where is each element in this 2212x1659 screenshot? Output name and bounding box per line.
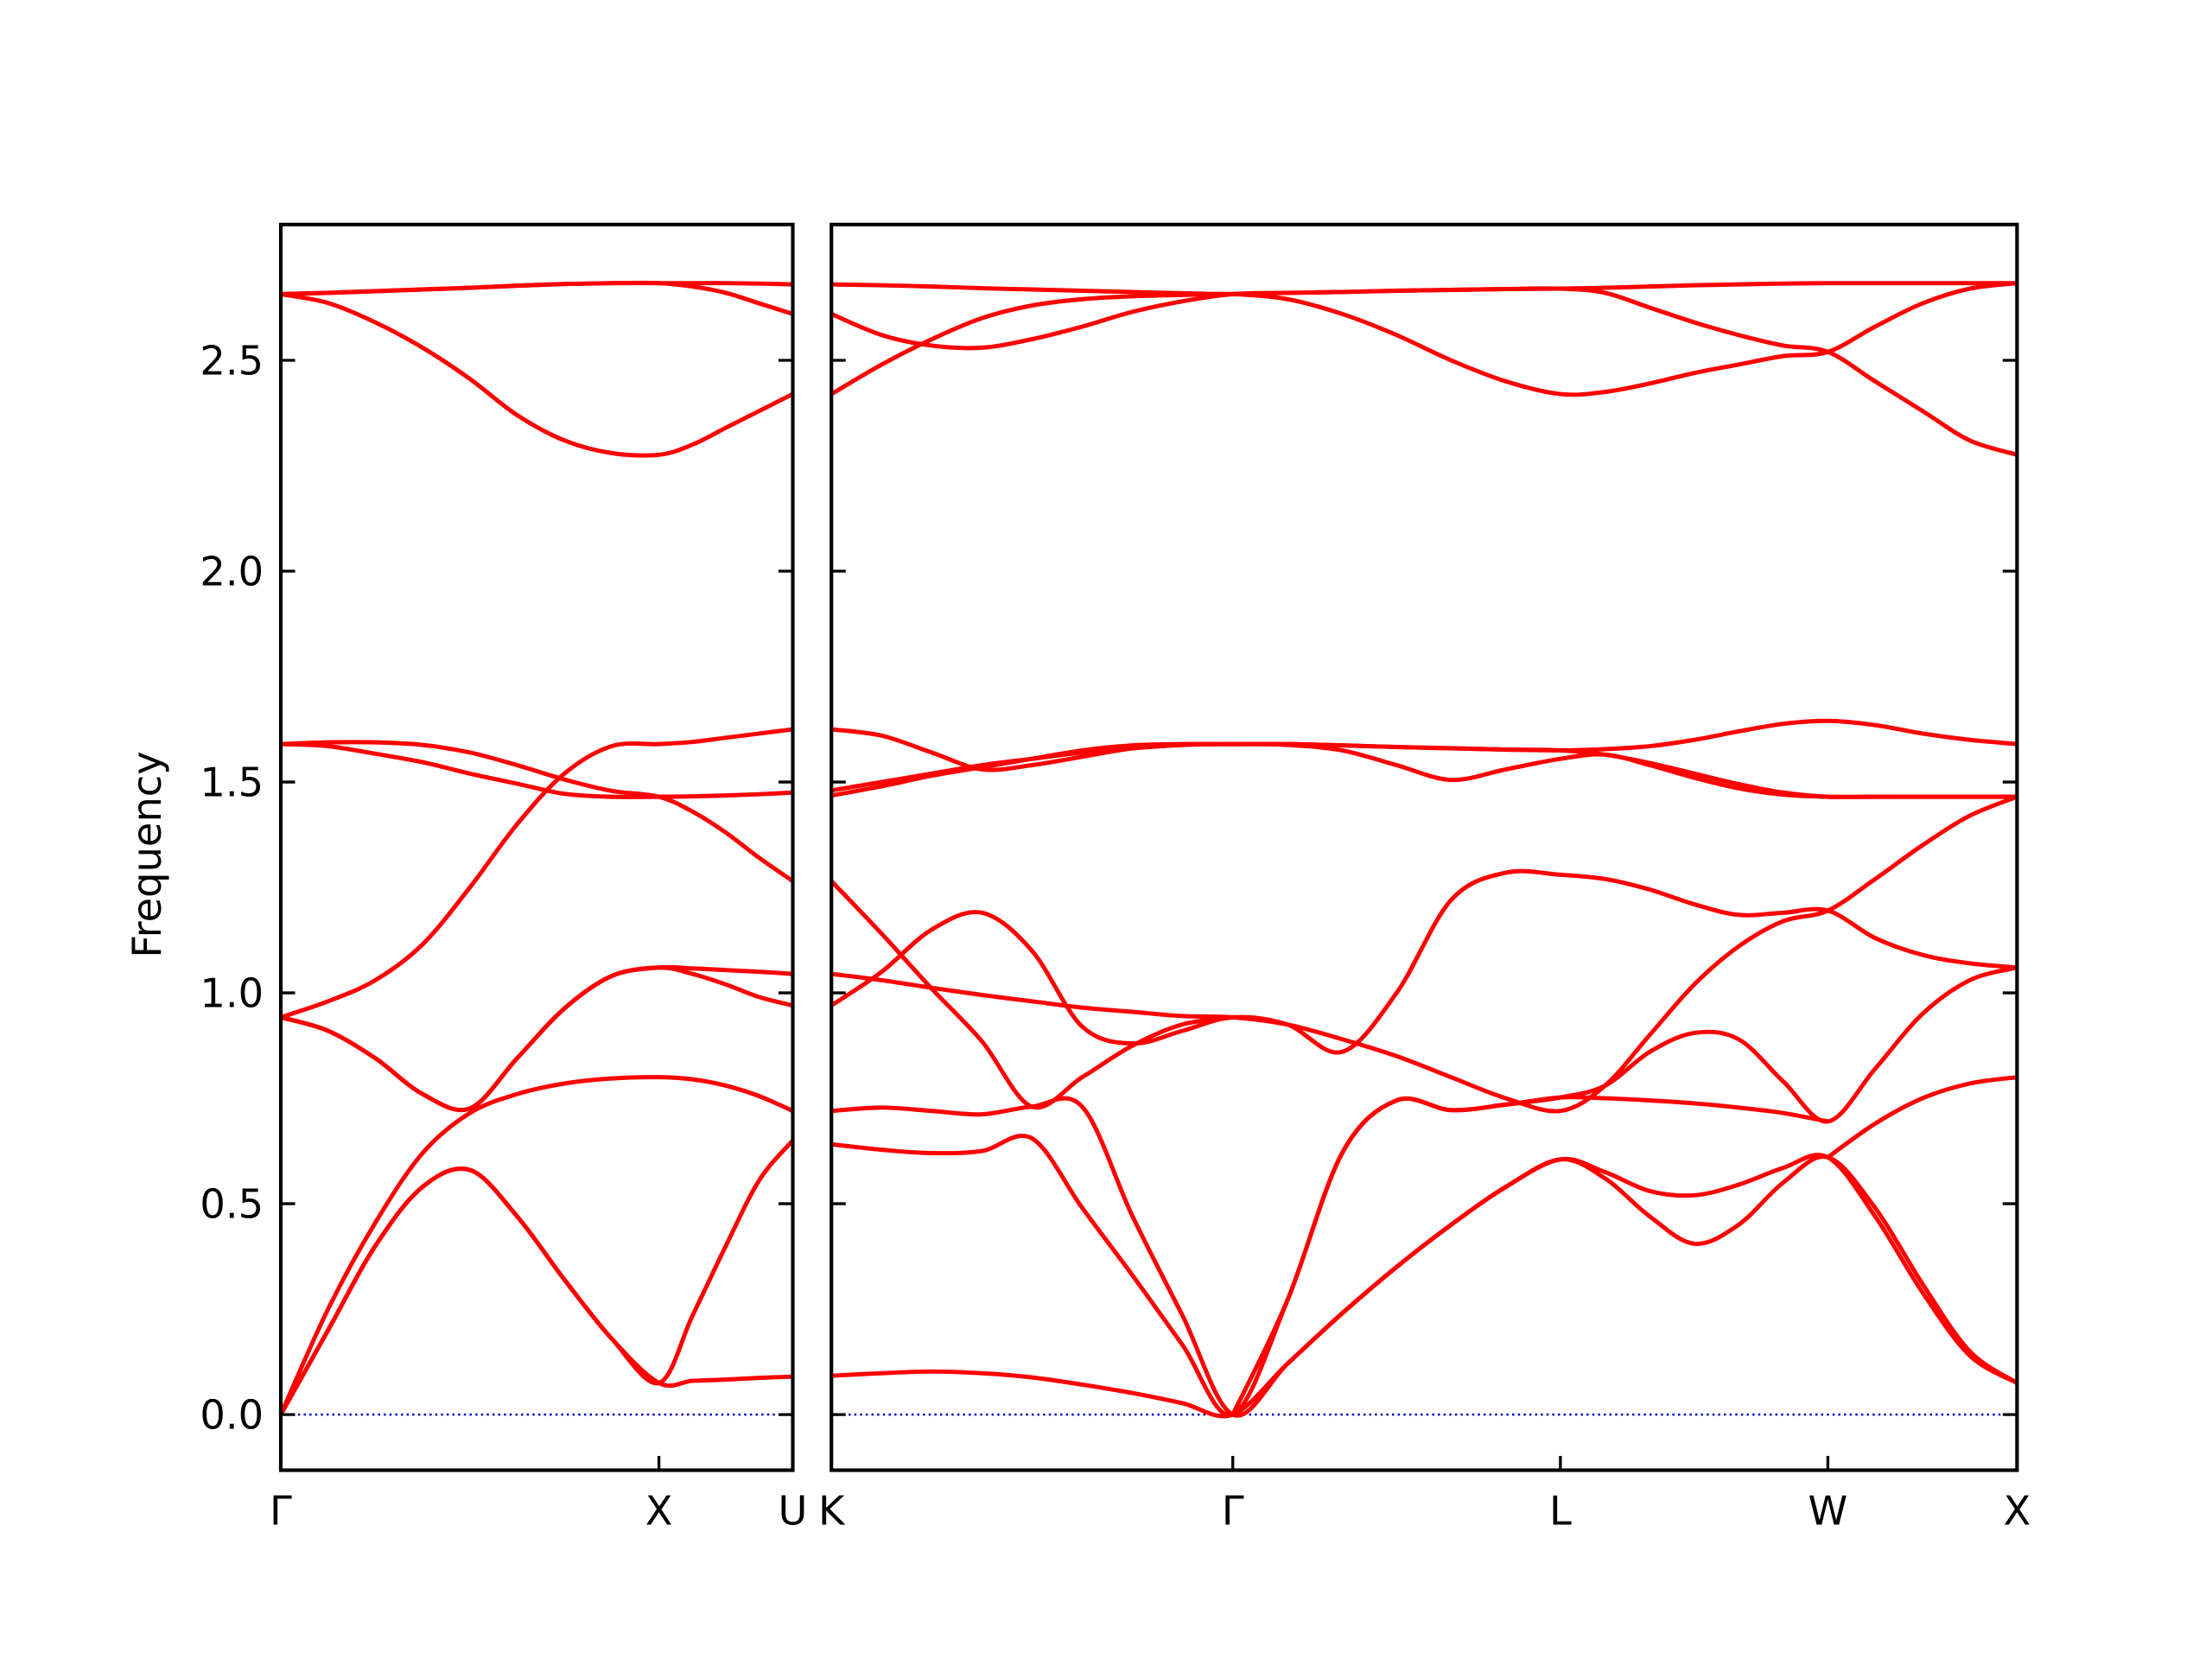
x-tick-label: Γ: [1222, 1487, 1244, 1534]
plot-frame: [278, 222, 795, 1472]
y-tick-label: 0.0: [200, 1392, 264, 1439]
y-tick-label: 2.0: [200, 549, 264, 595]
y-axis-label: Frequency: [124, 751, 170, 957]
x-tick-label: K: [818, 1487, 846, 1534]
x-tick-label: U: [779, 1487, 808, 1534]
y-tick-label: 0.5: [200, 1181, 264, 1228]
plot-frame: [830, 222, 2019, 1472]
band-line: [830, 880, 1234, 1110]
x-tick-label: X: [2003, 1487, 2031, 1534]
band-line: [280, 965, 794, 1112]
band-line: [830, 868, 2018, 1055]
band-line: [830, 718, 2018, 772]
band-line: [280, 741, 793, 799]
band-line: [278, 1139, 795, 1416]
band-line: [831, 281, 2018, 296]
band-line: [830, 741, 2018, 799]
y-tick-label: 1.5: [200, 760, 264, 806]
x-tick-label: Γ: [270, 1487, 292, 1534]
x-tick-label: X: [645, 1487, 673, 1534]
band-line: [278, 1075, 794, 1416]
y-tick-label: 1.0: [200, 970, 264, 1017]
band-line: [280, 291, 794, 458]
y-tick-label: 2.5: [200, 338, 264, 385]
band-line: [1826, 1075, 2018, 1160]
band-line: [280, 727, 793, 1020]
band-line: [280, 280, 794, 316]
band-line: [830, 794, 2018, 1114]
band-line: [280, 740, 794, 883]
x-tick-label: L: [1549, 1487, 1572, 1534]
x-tick-label: W: [1808, 1487, 1848, 1534]
